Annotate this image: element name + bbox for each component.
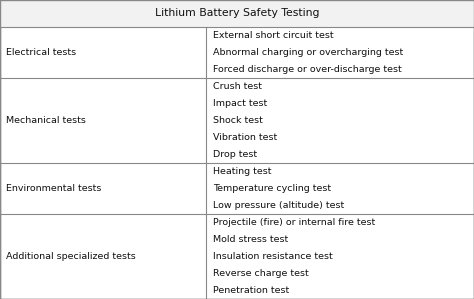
Text: Reverse charge test: Reverse charge test — [213, 269, 309, 278]
Text: Heating test: Heating test — [213, 167, 272, 176]
Text: Crush test: Crush test — [213, 82, 262, 91]
Text: Shock test: Shock test — [213, 116, 263, 125]
Text: Lithium Battery Safety Testing: Lithium Battery Safety Testing — [155, 8, 319, 19]
Bar — [0, 0, 474, 27]
Text: Vibration test: Vibration test — [213, 133, 278, 142]
Text: Low pressure (altitude) test: Low pressure (altitude) test — [213, 201, 345, 210]
Text: Temperature cycling test: Temperature cycling test — [213, 184, 331, 193]
Text: Projectile (fire) or internal fire test: Projectile (fire) or internal fire test — [213, 218, 375, 227]
Text: Abnormal charging or overcharging test: Abnormal charging or overcharging test — [213, 48, 403, 57]
Text: Forced discharge or over-discharge test: Forced discharge or over-discharge test — [213, 65, 402, 74]
Text: Insulation resistance test: Insulation resistance test — [213, 252, 333, 261]
Text: Environmental tests: Environmental tests — [6, 184, 101, 193]
Text: Mechanical tests: Mechanical tests — [6, 116, 86, 125]
Text: Mold stress test: Mold stress test — [213, 235, 289, 244]
Text: Electrical tests: Electrical tests — [6, 48, 76, 57]
Text: Drop test: Drop test — [213, 150, 257, 159]
Text: Penetration test: Penetration test — [213, 286, 290, 295]
Text: Impact test: Impact test — [213, 99, 267, 108]
Text: External short circuit test: External short circuit test — [213, 31, 334, 40]
Text: Additional specialized tests: Additional specialized tests — [6, 252, 136, 261]
